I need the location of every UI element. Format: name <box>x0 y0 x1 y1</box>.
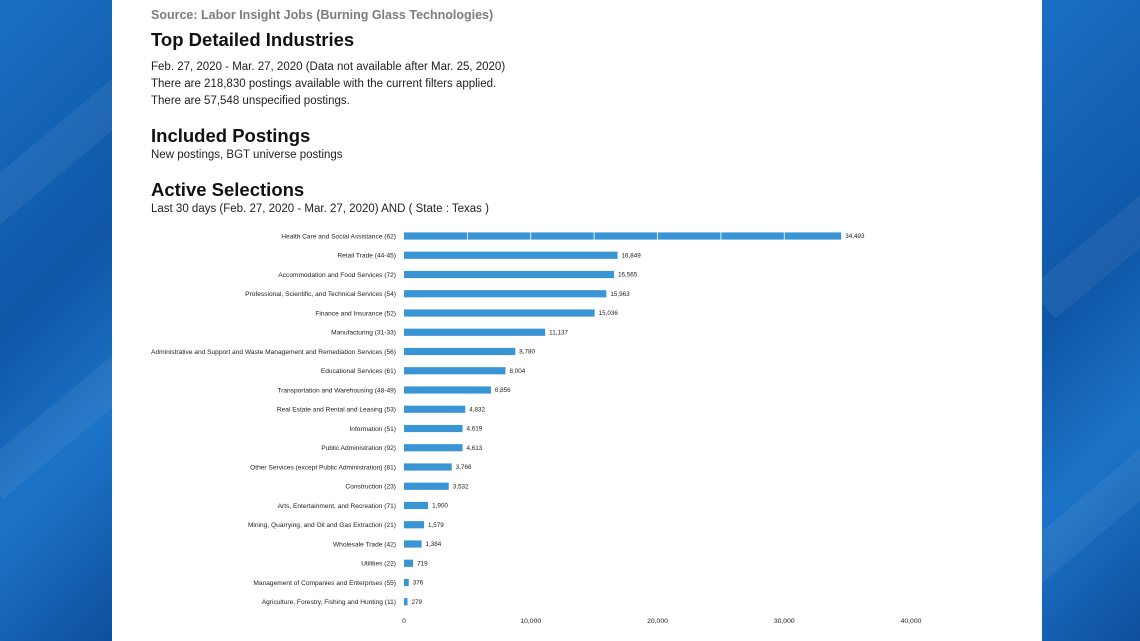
bar <box>404 521 425 529</box>
category-label: Administrative and Support and Waste Man… <box>151 349 396 356</box>
category-label: Management of Companies and Enterprises … <box>253 580 396 587</box>
bar <box>404 463 452 471</box>
report-panel: Source: Labor Insight Jobs (Burning Glas… <box>112 0 1042 641</box>
category-label: Real Estate and Rental and Leasing (53) <box>277 407 396 414</box>
category-label: Arts, Entertainment, and Recreation (71) <box>278 503 396 510</box>
active-selections-line: Last 30 days (Feb. 27, 2020 - Mar. 27, 2… <box>151 203 489 215</box>
background-left <box>0 0 203 641</box>
x-tick-label: 30,000 <box>774 618 795 625</box>
bar-value-label: 719 <box>417 560 428 567</box>
postings-count-line: There are 218,830 postings available wit… <box>151 78 497 90</box>
bar-value-label: 376 <box>413 580 424 587</box>
bar <box>404 598 408 606</box>
category-label: Accommodation and Food Services (72) <box>278 272 396 279</box>
bar <box>404 424 463 433</box>
bar <box>404 290 607 298</box>
bar <box>404 232 842 240</box>
bar-value-label: 8,780 <box>519 349 535 356</box>
bar <box>404 578 409 587</box>
category-label: Utilities (22) <box>361 561 396 568</box>
bar-value-label: 3,766 <box>456 464 472 471</box>
background-right <box>1009 0 1140 641</box>
bar-value-label: 279 <box>412 599 423 606</box>
bar <box>404 367 506 375</box>
industries-bar-chart: Health Care and Social Assistance (62) 34… <box>151 230 922 625</box>
bar-value-label: 4,613 <box>466 445 482 452</box>
bar <box>404 444 463 452</box>
bar <box>404 328 546 336</box>
bar <box>404 501 429 510</box>
x-tick-label: 0 <box>402 618 406 625</box>
section-title-active-selections: Active Selections <box>151 179 305 200</box>
category-label: Wholesale Trade (42) <box>333 541 396 548</box>
date-range-line: Feb. 27, 2020 - Mar. 27, 2020 (Data not … <box>151 61 506 73</box>
bar <box>404 309 595 317</box>
category-label: Public Administration (92) <box>321 445 396 452</box>
section-title-top-industries: Top Detailed Industries <box>151 29 355 50</box>
x-tick-label: 10,000 <box>520 618 541 625</box>
category-label: Retail Trade (44-45) <box>337 253 396 260</box>
bar-value-label: 34,493 <box>845 233 865 240</box>
bar-value-label: 16,565 <box>618 272 638 279</box>
category-label: Health Care and Social Assistance (62) <box>281 233 396 240</box>
bar <box>404 482 449 490</box>
bar-value-label: 6,856 <box>495 387 511 394</box>
bar <box>404 559 414 567</box>
category-label: Agriculture, Forestry, Fishing and Hunti… <box>262 599 396 606</box>
bar <box>404 540 422 548</box>
bar <box>404 270 614 279</box>
bar-value-label: 4,832 <box>469 406 485 413</box>
x-tick-label: 40,000 <box>901 618 922 625</box>
category-label: Professional, Scientific, and Technical … <box>245 291 396 298</box>
bar-value-label: 16,849 <box>622 252 642 259</box>
bar <box>404 386 491 394</box>
category-label: Transportation and Warehousing (48-49) <box>277 387 396 394</box>
category-label: Other Services (except Public Administra… <box>250 464 396 471</box>
category-label: Manufacturing (31-33) <box>331 330 396 337</box>
category-label: Educational Services (61) <box>321 368 396 375</box>
bar-value-label: 1,900 <box>432 503 448 510</box>
unspecified-count-line: There are 57,548 unspecified postings. <box>151 95 350 107</box>
bar-value-label: 1,579 <box>428 522 444 529</box>
category-label: Mining, Quarrying, and Oil and Gas Extra… <box>248 522 396 529</box>
bar <box>404 251 618 259</box>
category-label: Construction (23) <box>345 484 396 491</box>
source-note: Source: Labor Insight Jobs (Burning Glas… <box>151 8 494 22</box>
bar-value-label: 8,004 <box>509 368 525 375</box>
bar <box>404 405 466 413</box>
bar-value-label: 3,532 <box>453 483 469 490</box>
bar-value-label: 4,619 <box>467 426 483 433</box>
x-tick-label: 20,000 <box>647 618 668 625</box>
section-title-included-postings: Included Postings <box>151 125 311 146</box>
category-label: Finance and Insurance (52) <box>315 310 396 317</box>
bar-value-label: 15,963 <box>610 291 630 298</box>
bar-value-label: 15,036 <box>599 310 619 317</box>
category-label: Information (51) <box>349 426 396 433</box>
bar <box>404 347 516 356</box>
bar-value-label: 1,384 <box>426 541 442 548</box>
bar-value-label: 11,137 <box>549 329 568 336</box>
included-postings-line: New postings, BGT universe postings <box>151 149 343 161</box>
